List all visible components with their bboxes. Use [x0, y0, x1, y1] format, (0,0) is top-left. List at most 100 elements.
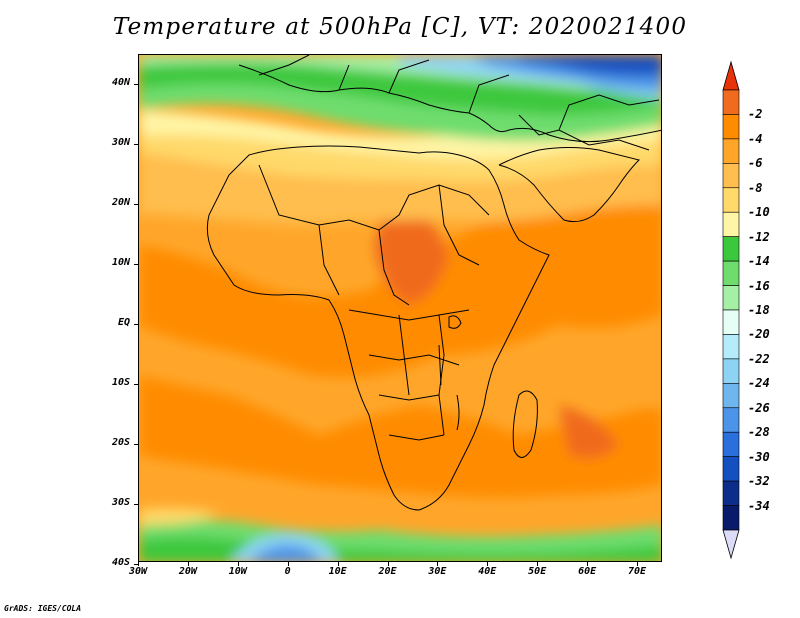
colorbar-segment — [722, 505, 740, 531]
colorbar-label: -14 — [748, 254, 770, 269]
colorbar-segment — [722, 285, 740, 311]
lon-tick — [287, 562, 289, 566]
border-3 — [348, 309, 470, 441]
lon-tick — [587, 562, 589, 566]
colorbar-label: -16 — [748, 278, 770, 293]
map-canvas — [139, 55, 661, 561]
coastline-madagascar — [512, 390, 538, 458]
lon-label: 0 — [284, 566, 291, 577]
lon-label: 30W — [128, 566, 148, 577]
lon-label: 10E — [328, 566, 347, 577]
lon-label: 20W — [178, 566, 197, 577]
colorbar — [722, 60, 740, 560]
colorbar-label: -6 — [748, 156, 763, 171]
lon-tick — [237, 562, 239, 566]
colorbar-segment — [722, 334, 740, 360]
colorbar-label: -22 — [748, 351, 770, 366]
field-band-12 — [139, 109, 661, 159]
colorbar-top-arrow — [722, 60, 740, 91]
lat-tick — [134, 504, 138, 505]
lat-tick — [134, 264, 138, 265]
border-4 — [398, 314, 445, 436]
lake-malawi — [456, 394, 460, 431]
colorbar-label: -12 — [748, 229, 770, 244]
lat-label: 40N — [111, 77, 130, 88]
colorbar-segment — [722, 187, 740, 213]
lon-tick — [387, 562, 389, 566]
border-asia — [518, 94, 660, 151]
colorbar-label: -32 — [748, 474, 770, 489]
colorbar-label: -10 — [748, 205, 770, 220]
colorbar-bottom-arrow — [722, 529, 740, 560]
field-band-4b — [139, 375, 661, 498]
lat-tick — [134, 564, 138, 565]
colorbar-label: -30 — [748, 449, 770, 464]
field-band-south-28 — [250, 545, 320, 561]
lon-label: 70E — [627, 566, 647, 577]
lon-label: 60E — [578, 566, 597, 577]
lat-tick — [134, 204, 138, 205]
colorbar-segment — [722, 138, 740, 164]
lat-label: 10N — [111, 257, 130, 268]
lon-tick — [487, 562, 489, 566]
colorbar-segment — [722, 383, 740, 409]
lon-label: 50E — [528, 566, 547, 577]
lon-tick — [187, 562, 189, 566]
lake-tanganyika — [438, 344, 442, 386]
colorbar-label: -28 — [748, 425, 770, 440]
field-hot-spot-indian — [559, 405, 619, 459]
border-europe — [258, 55, 510, 114]
credit-text: GrADS: IGES/COLA — [4, 604, 82, 613]
chart-title: Temperature at 500hPa [C], VT: 202002140… — [112, 14, 688, 40]
colorbar-segment — [722, 89, 740, 115]
lat-label: 40S — [111, 557, 130, 568]
colorbar-label: -4 — [748, 131, 763, 146]
lat-tick — [134, 84, 138, 85]
colorbar-label: -18 — [748, 303, 770, 317]
lat-tick — [134, 444, 138, 445]
field-band-32 — [519, 55, 661, 76]
colorbar-label: -24 — [748, 376, 770, 391]
lon-tick — [437, 562, 439, 566]
colorbar-segment — [722, 211, 740, 237]
colorbar-segment — [722, 407, 740, 433]
lon-label: 20E — [378, 566, 397, 577]
lat-label: 30S — [111, 497, 130, 508]
lat-label: 20N — [111, 197, 130, 208]
colorbar-label: -34 — [748, 498, 770, 513]
lat-label: 30N — [111, 137, 130, 148]
border-1 — [258, 164, 490, 231]
coastline-arabia — [498, 147, 640, 223]
colorbar-segment — [722, 456, 740, 482]
colorbar-label: -20 — [748, 327, 770, 342]
colorbar-segment — [722, 236, 740, 262]
lon-tick — [537, 562, 539, 566]
lat-label: EQ — [117, 317, 130, 328]
colorbar-segment — [722, 480, 740, 506]
coastlines — [206, 55, 661, 511]
colorbar-segment — [722, 114, 740, 140]
lon-label: 30E — [428, 566, 447, 577]
lon-label: 10W — [228, 566, 247, 577]
lon-tick — [138, 562, 139, 566]
colorbar-segment — [722, 431, 740, 457]
colorbar-segment — [722, 309, 740, 335]
colorbar-segment — [722, 163, 740, 189]
field-hot-spot-sahel — [374, 195, 449, 305]
lat-label: 20S — [111, 437, 130, 448]
border-2 — [318, 184, 480, 306]
lon-tick — [337, 562, 339, 566]
field-band-8 — [139, 135, 661, 225]
lat-tick — [134, 144, 138, 145]
lat-tick — [134, 384, 138, 385]
colorbar-label: -2 — [748, 107, 763, 122]
colorbar-segment — [722, 358, 740, 384]
colorbar-segment — [722, 260, 740, 286]
colorbar-label: -26 — [748, 400, 770, 415]
lon-tick — [637, 562, 638, 566]
temperature-map — [138, 54, 662, 562]
field-band-south-10 — [139, 508, 219, 525]
lake-victoria — [448, 315, 462, 329]
lat-label: 10S — [111, 377, 130, 388]
lat-tick — [134, 324, 138, 325]
